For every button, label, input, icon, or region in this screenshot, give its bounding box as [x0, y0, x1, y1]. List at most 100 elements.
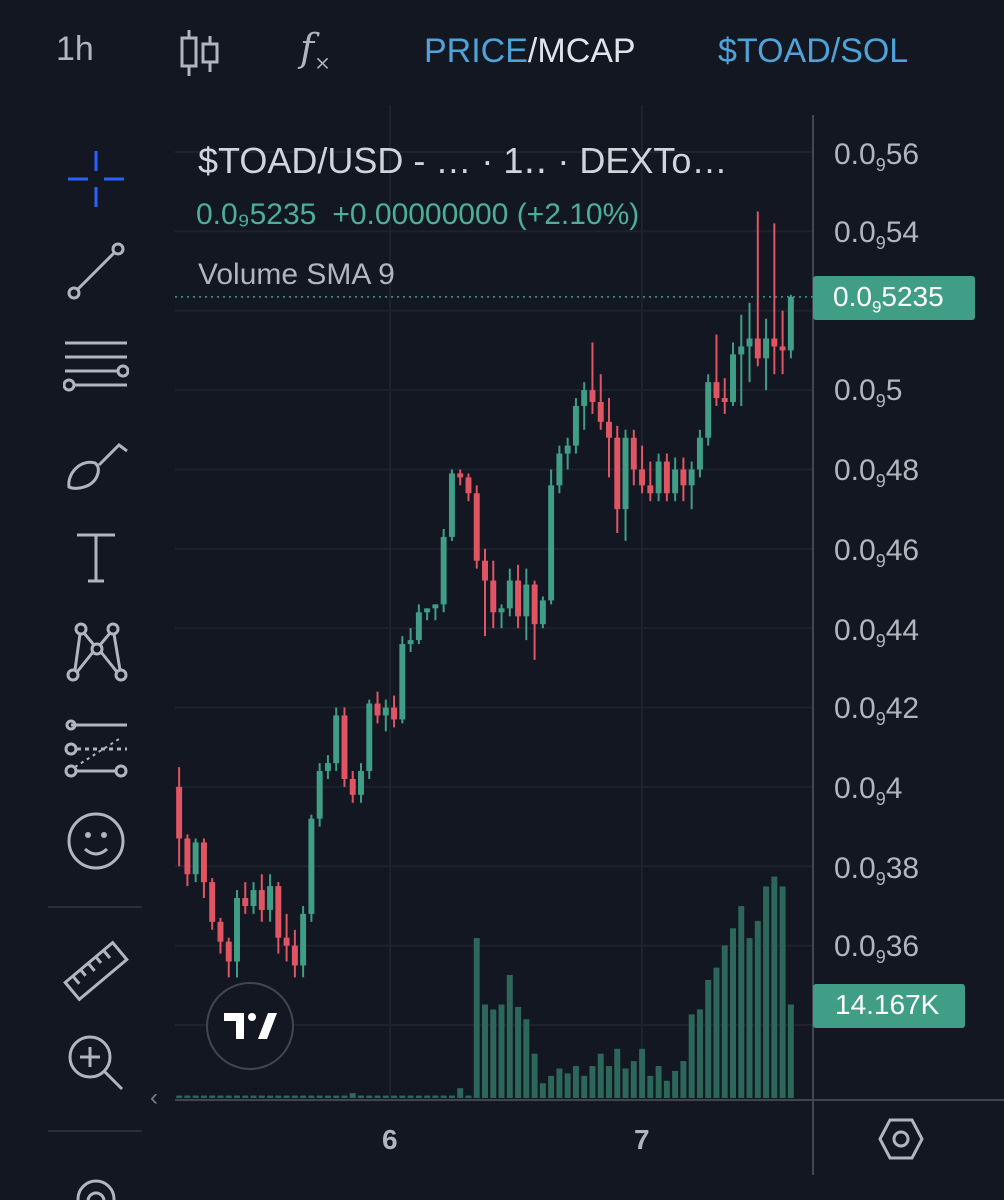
pattern-tool[interactable]	[58, 616, 134, 686]
sidebar-divider	[48, 906, 142, 908]
tradingview-logo[interactable]	[206, 982, 294, 1070]
price-axis-label: 0.0946	[834, 534, 919, 572]
text-tool[interactable]	[58, 522, 134, 592]
price-axis-label: 0.0948	[834, 454, 919, 492]
brush-icon	[67, 443, 128, 490]
candle-body	[440, 536, 447, 605]
candle-body	[275, 886, 282, 938]
pair-selector[interactable]: $TOAD/SOL	[718, 32, 909, 70]
brush-tool[interactable]	[58, 430, 134, 500]
fib-tool[interactable]	[58, 330, 134, 400]
volume-bar	[234, 1095, 240, 1098]
drawing-toolbar	[0, 130, 190, 1200]
legend-values: 0.0₉5235 +0.00000000 (+2.10%)	[196, 198, 639, 232]
volume-bar	[407, 1095, 414, 1098]
candle-body	[448, 473, 455, 537]
volume-bar	[614, 1048, 621, 1098]
volume-bar	[349, 1093, 356, 1098]
candle-body	[473, 493, 480, 561]
volume-bar	[746, 938, 753, 1098]
candle-body	[680, 469, 687, 486]
volume-bar	[779, 886, 786, 1098]
volume-bar	[663, 1080, 670, 1098]
volume-bar	[564, 1073, 571, 1098]
trend-line-tool[interactable]	[58, 236, 134, 306]
volume-bar	[448, 1095, 455, 1098]
indicators-fx-icon[interactable]: f×	[300, 26, 331, 75]
candle-body	[713, 382, 720, 399]
volume-bar	[200, 1095, 207, 1098]
emoji-tool[interactable]	[58, 806, 134, 876]
candle-body	[316, 771, 323, 819]
zoom-in-tool[interactable]	[58, 1028, 134, 1098]
pattern-icon	[66, 622, 128, 682]
volume-bar	[275, 1095, 282, 1098]
magnet-tool[interactable]	[58, 1160, 134, 1200]
volume-bar	[399, 1095, 406, 1098]
candle-body	[349, 778, 356, 795]
legend-title[interactable]: $TOAD/USD - … · 1‥ · DEXTo…	[198, 140, 728, 181]
candles-icon[interactable]	[178, 28, 222, 78]
candle-body	[597, 401, 604, 422]
candle-body	[200, 842, 207, 883]
candle-body	[258, 890, 265, 910]
candle-body	[217, 921, 224, 942]
price-mcap-toggle[interactable]: PRICE/MCAP	[424, 32, 636, 71]
text-icon	[77, 533, 115, 583]
volume-bar	[498, 1004, 505, 1098]
volume-bar	[581, 1075, 588, 1098]
price-toggle[interactable]: PRICE	[424, 32, 528, 70]
interval-selector[interactable]: 1h	[56, 30, 94, 68]
crosshair-tool[interactable]	[58, 144, 134, 214]
price-label-tail: 5	[885, 374, 903, 407]
price-axis-label: 0.094	[834, 772, 902, 810]
price-label-base: 0.0	[834, 138, 876, 171]
current-price-tag: 0.095235	[813, 276, 975, 320]
price-label-sub: 9	[875, 869, 886, 889]
legend-volume-indicator[interactable]: Volume SMA 9	[198, 258, 395, 291]
volume-bar	[515, 1006, 522, 1098]
volume-bar	[705, 979, 712, 1098]
tv-logo-icon	[224, 1013, 277, 1039]
candle-body	[283, 937, 290, 946]
volume-bar	[366, 1095, 373, 1098]
candle-body	[647, 485, 654, 494]
volume-bar	[655, 1066, 662, 1098]
price-axis-label: 0.0936	[834, 930, 919, 968]
volume-bar	[606, 1066, 612, 1098]
candle-body	[539, 600, 546, 625]
chart-area[interactable]	[0, 105, 1004, 1200]
current-price-sub: 9	[871, 297, 882, 317]
price-label-base: 0.0	[834, 374, 876, 407]
volume-bar	[647, 1075, 654, 1098]
zoom-in-icon	[68, 1035, 124, 1091]
candle-body	[176, 786, 183, 839]
price-label-tail: 4	[885, 772, 903, 805]
price-label-base: 0.0	[834, 852, 876, 885]
candle-body	[531, 584, 538, 625]
price-label-base: 0.0	[834, 614, 876, 647]
prediction-tool[interactable]	[58, 714, 134, 784]
price-axis-label: 0.0942	[834, 692, 919, 730]
candle-body	[614, 437, 621, 510]
candle-body	[705, 382, 712, 438]
candle-body	[291, 945, 298, 966]
ruler-tool[interactable]	[58, 936, 134, 1006]
volume-bar	[316, 1095, 323, 1098]
candle-body	[672, 469, 679, 494]
candle-body	[589, 390, 596, 402]
volume-bar	[548, 1075, 555, 1098]
price-label-base: 0.0	[834, 534, 876, 567]
mcap-toggle[interactable]: MCAP	[537, 32, 636, 70]
price-label-sub: 9	[875, 947, 886, 967]
volume-bar	[630, 1061, 637, 1098]
volume-bar	[589, 1066, 596, 1098]
candle-body	[787, 296, 794, 351]
price-axis-label: 0.0944	[834, 614, 919, 652]
scroll-left-icon[interactable]: ‹	[150, 1084, 158, 1111]
legend-change: +0.00000000 (+2.10%)	[332, 198, 640, 231]
price-chart[interactable]	[0, 105, 1004, 1200]
volume-bar	[490, 1009, 497, 1098]
candle-body	[730, 354, 736, 402]
settings-icon[interactable]	[878, 1116, 924, 1162]
